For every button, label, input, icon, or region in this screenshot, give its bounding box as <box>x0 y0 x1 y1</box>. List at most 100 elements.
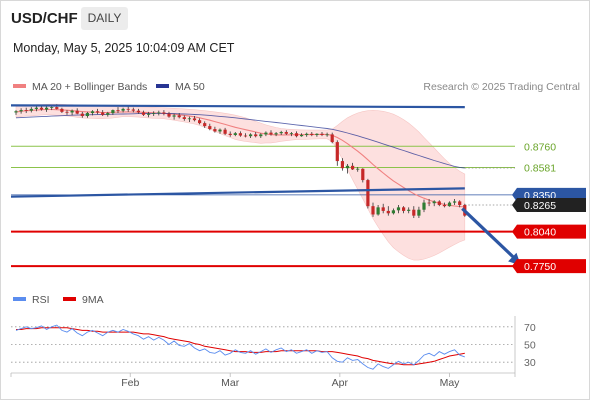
time-tick-label: May <box>440 377 461 389</box>
candle <box>407 207 411 214</box>
candle <box>34 105 38 112</box>
trendline <box>10 187 465 198</box>
price-label: 0.8760 <box>524 141 556 153</box>
candle-body <box>310 133 314 135</box>
candle-body <box>111 110 115 114</box>
candle-body <box>203 123 207 127</box>
candle <box>147 111 151 118</box>
price-label-text: 0.8581 <box>524 162 556 174</box>
candle-body <box>177 115 181 118</box>
candle-body <box>427 202 431 204</box>
candle <box>422 199 426 213</box>
candle <box>65 110 69 115</box>
bollinger-bands <box>15 103 466 261</box>
candle <box>152 111 156 117</box>
rsi-tick-label: 30 <box>524 357 536 369</box>
candle-body <box>458 201 462 205</box>
candle-body <box>101 112 105 115</box>
timeframe-button[interactable]: DAILY <box>81 7 128 30</box>
candle-body <box>228 133 232 135</box>
candle <box>14 110 18 115</box>
candle-body <box>274 133 278 135</box>
price-label-text: 0.8760 <box>524 141 556 153</box>
candle-body <box>325 134 329 136</box>
candle-body <box>233 133 237 135</box>
candle-body <box>391 210 395 214</box>
candle <box>70 109 74 116</box>
candle-body <box>402 207 406 211</box>
candle <box>432 200 436 207</box>
candle-body <box>356 168 360 170</box>
candle <box>208 123 212 131</box>
candle <box>106 111 110 117</box>
candle <box>325 132 329 137</box>
candle <box>381 203 385 214</box>
ma50-legend-label: MA 50 <box>175 81 205 93</box>
candle <box>182 115 186 121</box>
candle <box>111 109 115 115</box>
candle <box>310 132 314 137</box>
candle-body <box>396 207 401 211</box>
candle-body <box>351 165 355 170</box>
candle-body <box>126 108 130 110</box>
candle-body <box>335 142 339 162</box>
candle-body <box>381 207 385 211</box>
candle <box>233 132 237 137</box>
candle <box>412 206 416 219</box>
candle <box>136 108 140 114</box>
candle-body <box>24 110 28 111</box>
candle <box>259 133 263 138</box>
candle-body <box>167 113 171 117</box>
candle <box>351 162 355 170</box>
price-label: 0.8040 <box>512 224 586 239</box>
candle <box>437 200 441 207</box>
candle-body <box>19 110 23 112</box>
time-tick-label: Mar <box>221 377 240 389</box>
price-label-text: 0.8265 <box>524 200 556 212</box>
candle <box>45 106 49 112</box>
candle-body <box>447 202 452 207</box>
candle <box>101 110 105 117</box>
candle <box>284 130 288 135</box>
candle-body <box>243 135 248 137</box>
candle <box>192 116 197 122</box>
candle-body <box>259 134 263 137</box>
candle-body <box>254 134 258 137</box>
candle <box>213 126 217 133</box>
candle <box>228 131 232 137</box>
candle-body <box>376 207 380 215</box>
candle <box>289 132 293 137</box>
price-label: 0.8265 <box>512 197 586 212</box>
candle <box>126 106 130 112</box>
candle-body <box>320 133 324 135</box>
trendline <box>10 104 465 109</box>
candle-body <box>238 133 242 136</box>
time-axis: Feb Mar Apr May <box>10 316 516 389</box>
candle-body <box>294 133 299 137</box>
candle-body <box>80 113 84 117</box>
candle <box>361 168 365 183</box>
candle-body <box>187 118 191 120</box>
candle-body <box>249 134 253 137</box>
candle-body <box>361 168 365 181</box>
candle <box>417 206 421 219</box>
candle-body <box>70 110 74 113</box>
rsi-ma-legend-label: 9MA <box>82 294 104 306</box>
candle-body <box>412 209 416 216</box>
candle-body <box>315 133 319 135</box>
time-tick-label: Feb <box>121 377 139 389</box>
candle <box>254 132 258 138</box>
candle <box>96 108 100 115</box>
candle-body <box>60 108 64 112</box>
candle-body <box>213 129 217 132</box>
candle-body <box>432 201 436 204</box>
candle-body <box>85 113 89 117</box>
candle-body <box>141 112 146 115</box>
candle-body <box>45 107 49 110</box>
candle <box>167 111 171 118</box>
candle-body <box>407 209 411 211</box>
chart-datetime: Monday, May 5, 2025 10:04:09 AM CET <box>13 41 235 55</box>
currency-pair-title: USD/CHF <box>11 10 78 27</box>
candle <box>279 130 283 135</box>
candle-body <box>192 118 197 121</box>
